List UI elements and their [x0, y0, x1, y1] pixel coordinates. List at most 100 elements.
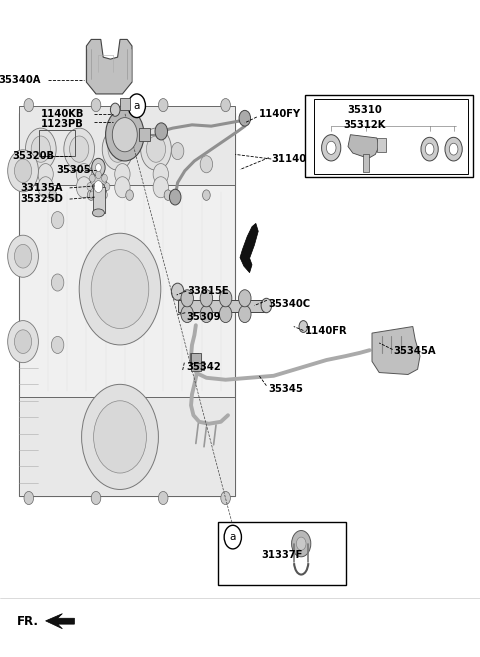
Text: 35342: 35342 [186, 362, 221, 373]
Text: 35345A: 35345A [394, 346, 436, 357]
Circle shape [51, 336, 64, 353]
Bar [120, 98, 130, 110]
Circle shape [94, 181, 103, 193]
Circle shape [171, 143, 184, 160]
Circle shape [221, 99, 230, 112]
Circle shape [239, 110, 251, 126]
Circle shape [70, 136, 89, 162]
Circle shape [82, 384, 158, 489]
Circle shape [181, 290, 193, 307]
Bar [93, 187, 105, 213]
Circle shape [200, 156, 213, 173]
Circle shape [8, 235, 38, 277]
Circle shape [38, 177, 53, 198]
Circle shape [239, 306, 251, 323]
Bar [178, 300, 266, 312]
Circle shape [181, 306, 193, 323]
Circle shape [224, 526, 241, 549]
Text: 35325D: 35325D [20, 194, 63, 204]
Circle shape [38, 164, 53, 185]
Circle shape [126, 190, 133, 200]
Text: 33815E: 33815E [187, 286, 229, 296]
Text: 1140FY: 1140FY [259, 109, 301, 120]
Circle shape [203, 190, 210, 200]
Circle shape [425, 143, 434, 155]
Circle shape [64, 128, 95, 170]
Bar [19, 397, 235, 496]
Circle shape [102, 174, 108, 182]
Circle shape [219, 290, 232, 307]
Text: 1140FR: 1140FR [305, 326, 348, 336]
Polygon shape [372, 327, 420, 374]
Ellipse shape [92, 183, 104, 191]
Text: a: a [133, 101, 140, 111]
Circle shape [112, 118, 137, 152]
Circle shape [102, 191, 108, 199]
Circle shape [261, 298, 272, 313]
Circle shape [87, 183, 93, 191]
Circle shape [299, 321, 308, 332]
Circle shape [102, 128, 133, 170]
Circle shape [108, 136, 127, 162]
Circle shape [115, 164, 130, 185]
Circle shape [79, 233, 161, 345]
Text: 35305: 35305 [57, 164, 91, 175]
Circle shape [421, 137, 438, 161]
Circle shape [445, 137, 462, 161]
Circle shape [297, 537, 306, 551]
Circle shape [87, 190, 95, 200]
Circle shape [76, 164, 92, 185]
Circle shape [164, 190, 172, 200]
Circle shape [51, 274, 64, 291]
Circle shape [8, 321, 38, 363]
Circle shape [31, 136, 50, 162]
Circle shape [221, 491, 230, 505]
Circle shape [14, 244, 32, 268]
Text: 35310: 35310 [348, 105, 382, 116]
Bar [190, 353, 198, 362]
Text: 31337F: 31337F [262, 550, 303, 560]
Text: 33135A: 33135A [20, 183, 63, 193]
Circle shape [91, 491, 101, 505]
Text: 35320B: 35320B [12, 150, 54, 161]
Text: 35312K: 35312K [344, 120, 386, 130]
Bar [19, 106, 235, 185]
Circle shape [153, 177, 168, 198]
Bar [19, 113, 235, 496]
Circle shape [90, 175, 107, 198]
Text: 35340A: 35340A [0, 75, 41, 85]
Bar [191, 361, 201, 371]
Circle shape [219, 306, 232, 323]
Text: 35340C: 35340C [269, 298, 311, 309]
Text: 1140KB: 1140KB [41, 109, 84, 120]
Bar [191, 353, 201, 363]
Bar [305, 95, 473, 177]
Bar [39, 130, 75, 156]
Circle shape [8, 150, 38, 192]
Text: FR.: FR. [17, 615, 39, 628]
Circle shape [322, 135, 341, 161]
Bar [139, 128, 150, 141]
Bar [377, 138, 386, 152]
Circle shape [200, 290, 213, 307]
Bar [363, 154, 369, 172]
Circle shape [158, 99, 168, 112]
Circle shape [24, 491, 34, 505]
Text: 35345: 35345 [268, 384, 303, 394]
Circle shape [96, 164, 101, 171]
Ellipse shape [92, 209, 104, 217]
Circle shape [110, 103, 120, 116]
Circle shape [128, 94, 145, 118]
Polygon shape [86, 39, 132, 94]
Circle shape [14, 159, 32, 183]
Circle shape [141, 128, 171, 170]
Polygon shape [240, 223, 258, 273]
Circle shape [94, 401, 146, 473]
Circle shape [96, 171, 101, 179]
Bar [314, 99, 468, 174]
Circle shape [91, 250, 149, 328]
Circle shape [171, 283, 184, 300]
Circle shape [104, 183, 110, 191]
Circle shape [155, 123, 168, 140]
Circle shape [146, 136, 166, 162]
